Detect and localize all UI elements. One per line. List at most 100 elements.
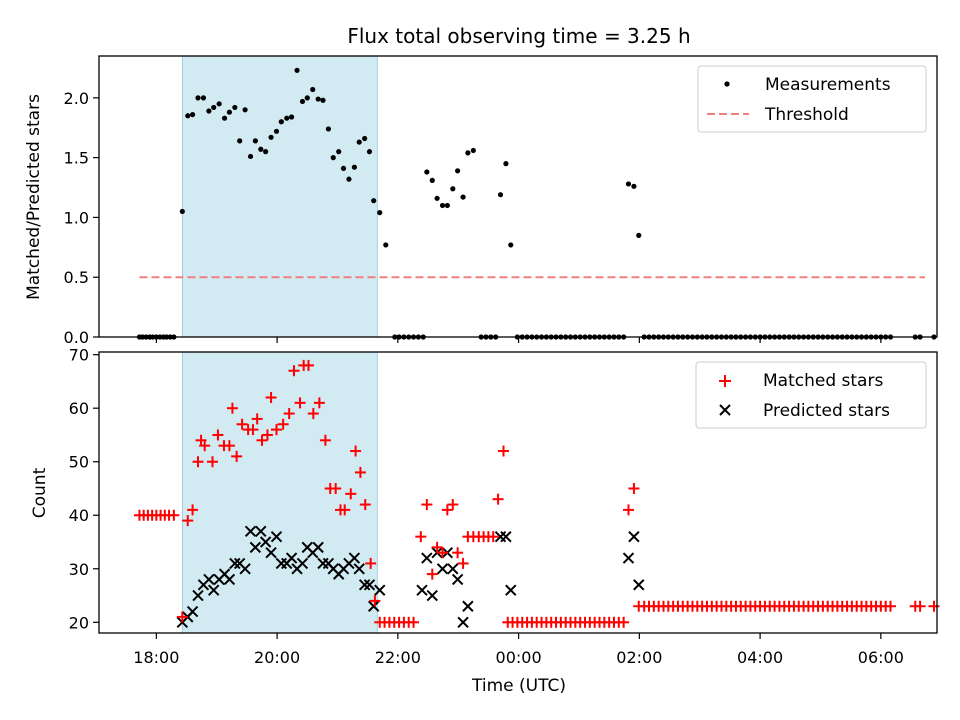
measurement-point — [460, 194, 466, 200]
measurement-point — [631, 183, 637, 189]
measurement-point — [625, 181, 632, 187]
x-tick-label: 18:00 — [133, 648, 179, 667]
y-tick-label: 2.0 — [64, 89, 89, 108]
measurement-point — [371, 198, 377, 204]
y-tick-label: 70 — [69, 346, 89, 365]
matched-star-point — [256, 434, 268, 446]
measurement-point — [221, 115, 228, 121]
legend-marker-matched — [719, 375, 731, 387]
matched-star-point — [441, 504, 453, 516]
matched-star-point — [369, 595, 381, 607]
legend-label-threshold: Threshold — [764, 105, 849, 125]
matched-star-points — [133, 359, 940, 628]
count-legend: Matched stars Predicted stars — [695, 361, 927, 429]
predicted-star-point — [265, 547, 277, 559]
predicted-star-point — [186, 605, 199, 618]
measurement-point — [320, 97, 326, 103]
measurement-point — [434, 195, 440, 201]
legend-label-predicted: Predicted stars — [763, 401, 890, 421]
matched-star-point — [618, 616, 630, 628]
predicted-star-point — [208, 584, 220, 596]
predicted-star-point — [451, 573, 464, 586]
predicted-star-point — [462, 600, 474, 612]
predicted-star-point — [457, 616, 469, 629]
matched-star-point — [426, 568, 438, 580]
count-x-ticks: 18:00 20:00 22:00 00:00 02:00 04:00 06:00 — [133, 633, 904, 667]
matched-star-point — [192, 456, 204, 468]
y-tick-label: 30 — [69, 560, 89, 579]
predicted-star-point — [255, 525, 267, 538]
count-plot-frame — [98, 351, 938, 634]
predicted-star-points — [176, 525, 645, 629]
matched-star-point — [313, 397, 325, 409]
y-tick-label: 1.0 — [64, 208, 89, 227]
measurement-point — [294, 67, 300, 73]
predicted-star-point — [633, 579, 645, 591]
matched-star-point — [294, 397, 306, 409]
count-panel: 20 30 40 50 60 70 18:00 20:00 22:00 00:00 02:00 04… — [30, 346, 940, 696]
predicted-star-point — [285, 552, 298, 564]
measurement-point — [252, 138, 258, 144]
x-tick-label: 04:00 — [737, 648, 783, 667]
measurement-point — [263, 149, 269, 155]
matched-star-point — [319, 434, 331, 446]
matched-star-point — [345, 488, 357, 500]
measurement-point — [268, 134, 274, 140]
predicted-star-point — [436, 563, 449, 575]
measurement-point — [439, 202, 446, 209]
y-tick-label: 1.5 — [64, 149, 89, 168]
measurement-point — [206, 108, 212, 114]
predicted-star-point — [358, 579, 371, 591]
measurement-point — [237, 138, 243, 144]
x-axis-label: Time (UTC) — [471, 676, 566, 696]
x-tick-label: 06:00 — [858, 648, 904, 667]
matched-star-point — [288, 365, 300, 377]
measurement-point — [470, 147, 476, 154]
predicted-star-point — [259, 536, 272, 548]
matched-star-point — [223, 440, 235, 452]
measurement-point — [325, 126, 332, 132]
matched-star-point — [339, 504, 351, 516]
measurement-point — [508, 242, 514, 248]
measurement-point — [216, 101, 222, 107]
matched-star-point — [251, 413, 263, 425]
matched-star-point — [452, 547, 464, 559]
y-tick-label: 50 — [69, 453, 89, 472]
measurement-point — [351, 164, 357, 170]
measurement-point — [356, 139, 362, 145]
predicted-star-point — [312, 541, 324, 554]
matched-star-point — [277, 418, 289, 430]
chart-title: Flux total observing time = 3.25 h — [347, 24, 690, 48]
matched-star-point — [350, 445, 362, 457]
ratio-y-ticks: 0.0 0.5 1.0 1.5 2.0 — [64, 89, 99, 347]
measurement-point — [211, 104, 217, 111]
predicted-star-point — [500, 530, 512, 543]
matched-star-point — [226, 402, 238, 414]
matched-star-point — [182, 515, 194, 527]
measurement-point — [336, 149, 342, 155]
measurement-point — [247, 153, 254, 160]
measurement-point — [330, 155, 336, 161]
measurement-point — [362, 135, 368, 142]
measurement-point — [444, 202, 450, 209]
predicted-star-point — [229, 557, 241, 570]
y-tick-label: 20 — [69, 613, 89, 632]
predicted-star-point — [239, 563, 251, 575]
measurement-point — [315, 96, 321, 102]
measurement-point — [242, 107, 248, 113]
matched-star-point — [408, 616, 420, 628]
measurement-point — [465, 150, 471, 156]
ratio-y-axis-label: Matched/Predicted stars — [24, 94, 44, 300]
measurement-point — [185, 113, 191, 119]
matched-star-point — [207, 456, 219, 468]
measurement-point — [424, 169, 430, 175]
measurement-point — [503, 161, 509, 167]
matched-star-point — [487, 531, 499, 543]
measurement-point — [200, 95, 207, 101]
measurement-point — [450, 186, 456, 192]
measurement-point — [346, 176, 352, 182]
measurement-point — [310, 86, 316, 93]
measurement-point — [226, 109, 233, 115]
x-tick-label: 00:00 — [496, 648, 542, 667]
